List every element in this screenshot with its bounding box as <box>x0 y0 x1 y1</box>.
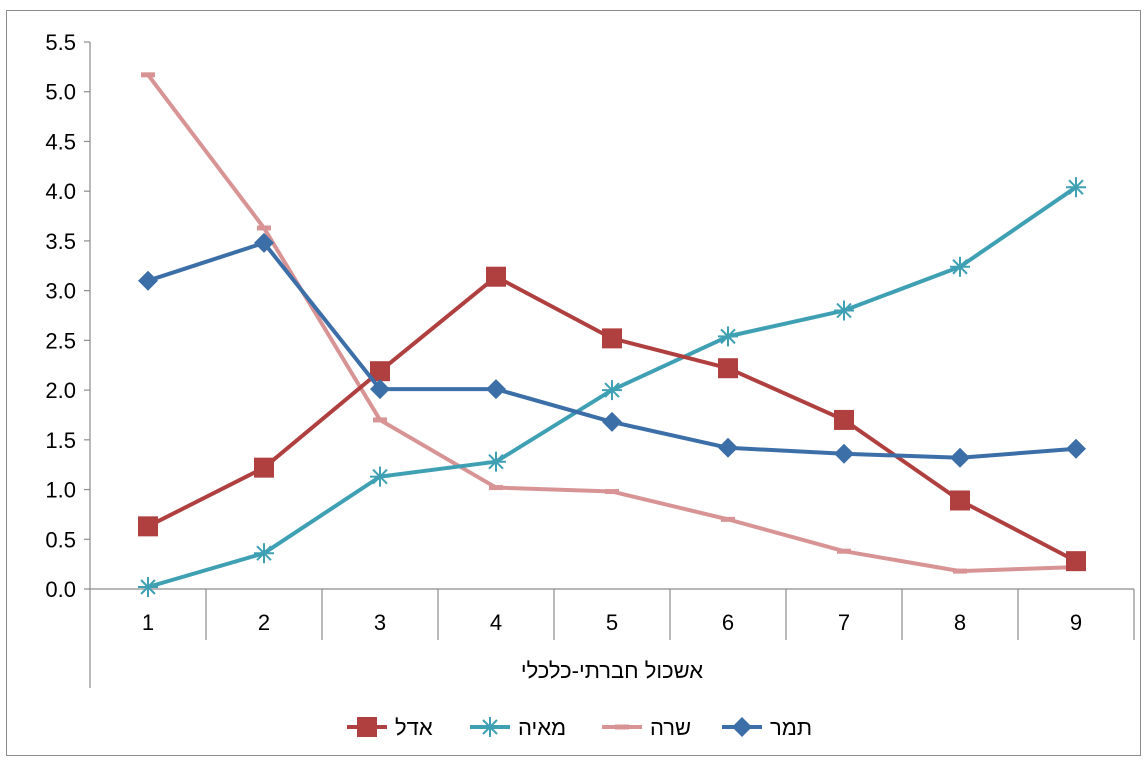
data-point <box>254 457 274 478</box>
x-tick-label: 1 <box>142 610 154 635</box>
series-2 <box>138 177 1086 598</box>
data-point <box>605 489 619 495</box>
series-3 <box>141 72 1083 574</box>
data-point <box>950 490 970 511</box>
data-point <box>138 577 158 598</box>
data-point <box>370 466 390 487</box>
axes: 0.0 0.5 1.0 1.5 2.0 2.5 3.0 3.5 4.0 4.5 5.0 5.5 1 2 3 4… <box>45 30 1135 688</box>
data-point <box>602 328 622 349</box>
x-tick-label: 2 <box>258 610 270 635</box>
legend-item: תמר <box>722 715 812 740</box>
x-tick-label: 6 <box>722 610 734 635</box>
data-point <box>837 548 851 554</box>
marker-stroke <box>720 328 736 345</box>
marker-stroke <box>372 468 388 485</box>
data-point <box>950 256 970 277</box>
x-axis-title: אשכול חברתי-כלכלי <box>521 658 703 683</box>
series-line <box>146 73 1077 574</box>
legend-item: מאיה <box>470 715 566 740</box>
data-point <box>950 447 970 468</box>
x-tick-label: 5 <box>606 610 618 635</box>
data-point <box>721 516 735 522</box>
legend-marker <box>615 724 629 730</box>
y-tick-label: 5.0 <box>45 80 76 105</box>
y-tick-label: 3.0 <box>45 279 76 304</box>
data-point <box>257 225 271 231</box>
marker-stroke <box>256 545 272 561</box>
legend-marker <box>480 717 500 737</box>
marker-stroke <box>1068 179 1084 195</box>
data-point <box>834 300 854 321</box>
data-point <box>486 266 506 287</box>
marker-stroke <box>482 719 498 735</box>
legend-label: תמר <box>770 715 812 740</box>
data-point <box>718 326 738 347</box>
x-tick-label: 4 <box>490 610 502 635</box>
series-4 <box>138 232 1086 468</box>
legend-label: שרה <box>650 715 691 740</box>
data-point <box>834 409 854 430</box>
y-tick-label: 3.5 <box>45 229 76 254</box>
y-tick-label: 0.0 <box>45 577 76 602</box>
y-tick-label: 0.5 <box>45 527 76 552</box>
marker-stroke <box>488 453 504 470</box>
y-tick-label: 5.5 <box>45 30 76 55</box>
data-point <box>834 443 854 464</box>
data-point <box>1066 177 1086 198</box>
data-point <box>1066 438 1086 459</box>
data-point <box>141 72 155 78</box>
data-point <box>1066 551 1086 572</box>
y-tick-label: 1.0 <box>45 478 76 503</box>
legend-label: מאיה <box>518 715 566 740</box>
x-tick-label: 3 <box>374 610 386 635</box>
legend-item: שרה <box>602 715 691 740</box>
legend-marker <box>357 717 377 737</box>
data-point <box>138 270 158 291</box>
x-tick-label: 9 <box>1070 610 1082 635</box>
marker-stroke <box>836 302 852 319</box>
y-tick-label: 2.5 <box>45 328 76 353</box>
y-tick-label: 4.5 <box>45 129 76 154</box>
marker-stroke <box>952 259 968 275</box>
data-point <box>953 568 967 574</box>
y-tick-label: 2.0 <box>45 378 76 403</box>
data-point <box>138 516 158 537</box>
data-point <box>254 232 274 253</box>
y-tick-label: 4.0 <box>45 179 76 204</box>
data-point <box>718 437 738 458</box>
data-point <box>486 379 506 400</box>
marker-stroke <box>140 579 156 595</box>
legend: אדל מאיה שרה תמר <box>347 715 812 740</box>
data-point <box>489 485 503 491</box>
data-point <box>370 361 390 382</box>
x-tick-label: 8 <box>954 610 966 635</box>
legend-label: אדל <box>395 715 433 740</box>
data-point <box>718 358 738 379</box>
legend-item: אדל <box>347 715 433 740</box>
data-point <box>602 411 622 432</box>
series-1 <box>138 266 1086 572</box>
data-point <box>602 380 622 401</box>
data-point <box>486 451 506 472</box>
y-tick-label: 1.5 <box>45 428 76 453</box>
data-point <box>254 543 274 564</box>
legend-marker <box>732 717 752 737</box>
marker-stroke <box>604 382 620 398</box>
data-point <box>373 417 387 423</box>
data-point <box>370 379 390 400</box>
series-layer <box>138 72 1086 598</box>
x-tick-label: 7 <box>838 610 850 635</box>
